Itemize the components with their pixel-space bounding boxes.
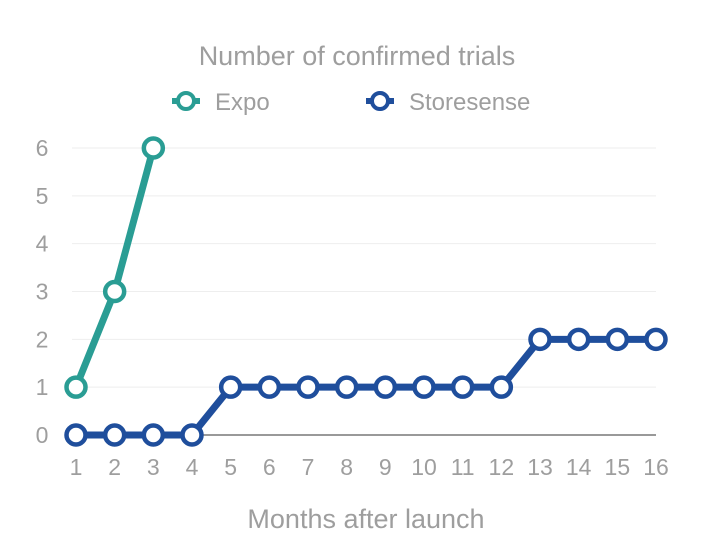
y-tick-label: 0	[36, 422, 49, 448]
y-tick-label: 2	[36, 326, 49, 352]
y-tick-label: 6	[36, 135, 49, 161]
x-tick-label: 2	[108, 454, 121, 480]
legend-item-storesense: Storesense	[366, 89, 530, 116]
x-tick-label: 11	[451, 454, 475, 480]
data-point-storesense	[489, 375, 514, 399]
data-point-storesense	[566, 327, 591, 352]
data-point-storesense	[64, 423, 88, 447]
series-line-expo	[72, 144, 157, 391]
x-tick-label: 16	[643, 454, 669, 480]
legend-storesense-label: Storesense	[409, 89, 530, 116]
series-markers	[64, 136, 668, 447]
legend-item-expo: Expo	[172, 89, 270, 116]
legend-expo-marker	[176, 91, 196, 111]
x-tick-label: 3	[147, 454, 160, 480]
x-tick-label: 10	[411, 454, 437, 480]
data-point-storesense	[450, 375, 475, 399]
x-tick-label: 12	[489, 454, 515, 480]
x-axis-ticks: 1 2 3 4 5 6 7 8 9 10 11 12 13 14 15 16	[70, 454, 669, 480]
series-line-storesense	[72, 335, 660, 439]
data-point-storesense	[180, 423, 204, 447]
data-point-expo	[64, 375, 88, 399]
data-point-storesense	[373, 375, 398, 399]
x-tick-label: 1	[70, 454, 83, 480]
x-axis-label: Months after launch	[247, 504, 484, 534]
data-point-storesense	[257, 375, 282, 399]
x-tick-label: 14	[566, 454, 592, 480]
data-point-storesense	[296, 375, 320, 399]
data-point-storesense	[334, 375, 359, 399]
data-point-storesense	[102, 423, 127, 447]
data-point-storesense	[644, 327, 668, 352]
y-tick-label: 4	[36, 231, 49, 257]
x-tick-label: 6	[263, 454, 276, 480]
y-axis-ticks: 0 1 2 3 4 5 6	[36, 135, 49, 448]
x-tick-label: 4	[186, 454, 199, 480]
x-tick-label: 5	[224, 454, 237, 480]
x-tick-label: 9	[379, 454, 392, 480]
data-point-storesense	[141, 423, 166, 447]
legend-expo-label: Expo	[215, 89, 270, 116]
gridlines	[72, 147, 656, 436]
data-point-storesense	[605, 327, 630, 352]
data-point-storesense	[412, 375, 436, 399]
x-tick-label: 7	[302, 454, 315, 480]
data-point-expo	[102, 279, 127, 304]
legend: Expo Storesense	[172, 89, 530, 116]
x-tick-label: 8	[340, 454, 353, 480]
data-point-storesense	[528, 327, 552, 352]
x-tick-label: 13	[527, 454, 553, 480]
data-point-expo	[141, 136, 166, 160]
y-tick-label: 1	[36, 374, 49, 400]
y-tick-label: 5	[36, 183, 49, 209]
y-tick-label: 3	[36, 279, 49, 305]
x-tick-label: 15	[605, 454, 631, 480]
data-point-storesense	[218, 375, 243, 399]
chart-title: Number of confirmed trials	[199, 41, 516, 71]
legend-storesense-marker	[370, 91, 390, 111]
